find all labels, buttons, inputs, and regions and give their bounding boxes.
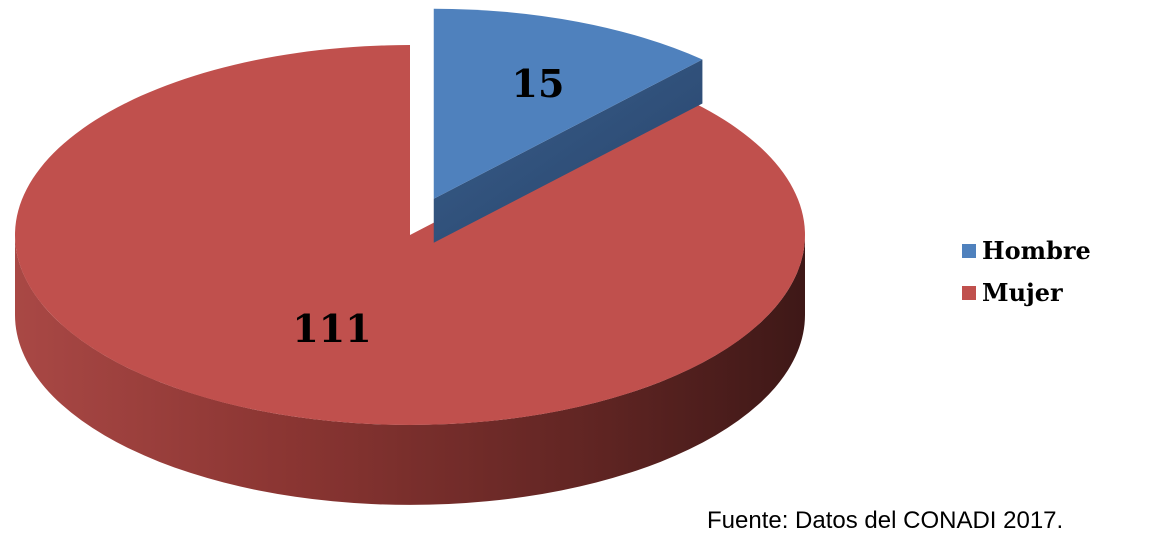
legend-swatch-hombre (962, 243, 976, 258)
legend-label-mujer: Mujer (982, 278, 1063, 307)
legend-swatch-mujer (962, 285, 976, 300)
source-note: Fuente: Datos del CONADI 2017. (707, 507, 1064, 534)
legend-item-mujer: Mujer (962, 276, 1091, 309)
legend-item-hombre: Hombre (962, 234, 1091, 267)
legend: Hombre Mujer (962, 234, 1091, 318)
data-label-hombre: 15 (512, 61, 565, 106)
pie-slice-mujer-side (15, 235, 805, 505)
legend-label-hombre: Hombre (982, 236, 1091, 265)
data-label-mujer: 111 (292, 306, 371, 351)
pie-slice-hombre-side (433, 59, 703, 243)
pie-slice-hombre (433, 8, 703, 199)
